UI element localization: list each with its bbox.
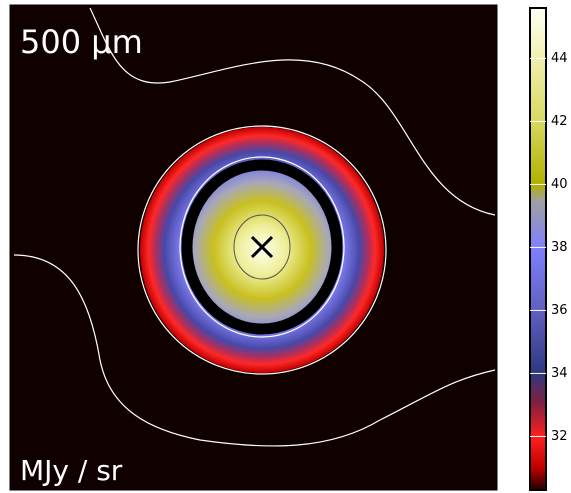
aperture-ring (181, 159, 343, 335)
colorbar-tick-label: 42 (551, 114, 568, 129)
colorbar: 32 34 36 38 40 42 44 (529, 7, 568, 491)
contour (137, 125, 387, 375)
contour (233, 214, 291, 280)
colorbar-tick-label: 44 (551, 51, 568, 66)
emission-source (140, 127, 384, 373)
band-label: 500 μm (20, 23, 143, 61)
contour (179, 156, 345, 338)
colorbar-tick-label: 32 (551, 429, 568, 444)
colorbar-tick-label: 34 (551, 366, 568, 381)
colorbar-tick-label: 36 (551, 303, 568, 318)
unit-label: MJy / sr (20, 454, 123, 487)
colorbar-gradient (529, 7, 547, 491)
colorbar-tick-label: 38 (551, 240, 568, 255)
contour (89, 7, 496, 216)
contour (13, 254, 496, 447)
map-panel: 500 μm MJy / sr (9, 4, 498, 491)
center-marker (250, 235, 274, 259)
colorbar-tick-label: 40 (551, 177, 568, 192)
